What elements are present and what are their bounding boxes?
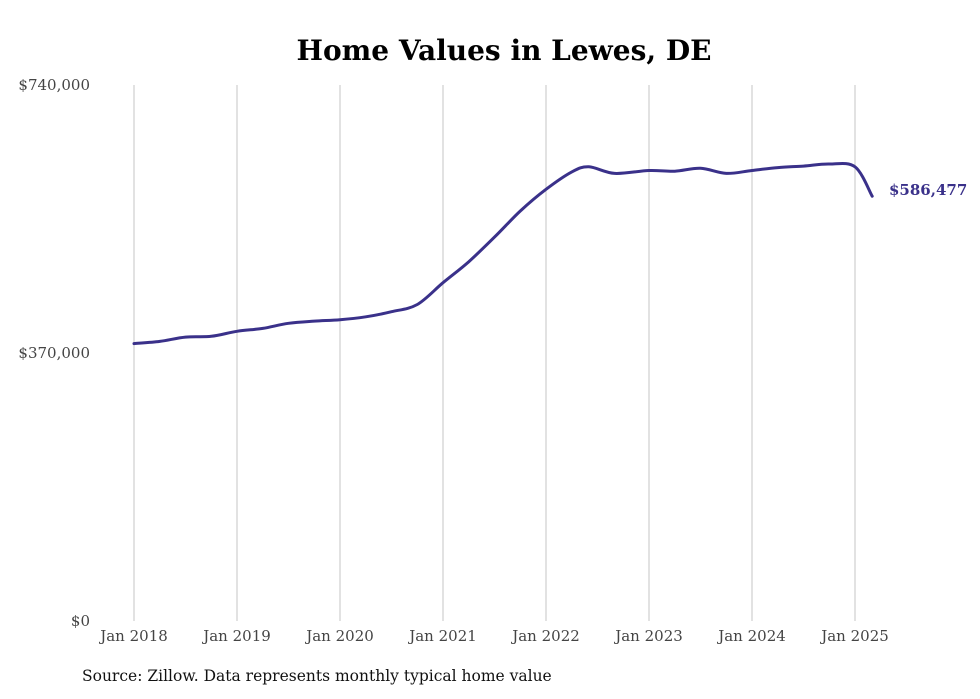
source-note: Source: Zillow. Data represents monthly …: [82, 667, 552, 685]
series-line: [132, 161, 874, 346]
y-axis-ticks: $740,000 $370,000 $0: [18, 76, 90, 630]
y-tick-label: $0: [71, 612, 90, 630]
series-layer: [132, 161, 874, 346]
y-tick-label: $740,000: [18, 76, 90, 94]
x-tick-label: Jan 2018: [98, 627, 168, 645]
x-axis-ticks: Jan 2018 Jan 2019 Jan 2020 Jan 2021 Jan 2022…: [98, 627, 889, 645]
y-tick-label: $370,000: [18, 344, 90, 362]
x-tick-label: Jan 2021: [407, 627, 477, 645]
grid-lines: [133, 85, 856, 621]
x-tick-label: Jan 2024: [716, 627, 786, 645]
x-tick-label: Jan 2020: [304, 627, 374, 645]
end-value-label: $586,477: [889, 181, 967, 199]
x-tick-label: Jan 2023: [613, 627, 683, 645]
x-tick-label: Jan 2025: [819, 627, 889, 645]
x-tick-label: Jan 2019: [201, 627, 271, 645]
chart-title: Home Values in Lewes, DE: [297, 34, 712, 67]
x-tick-label: Jan 2022: [510, 627, 580, 645]
